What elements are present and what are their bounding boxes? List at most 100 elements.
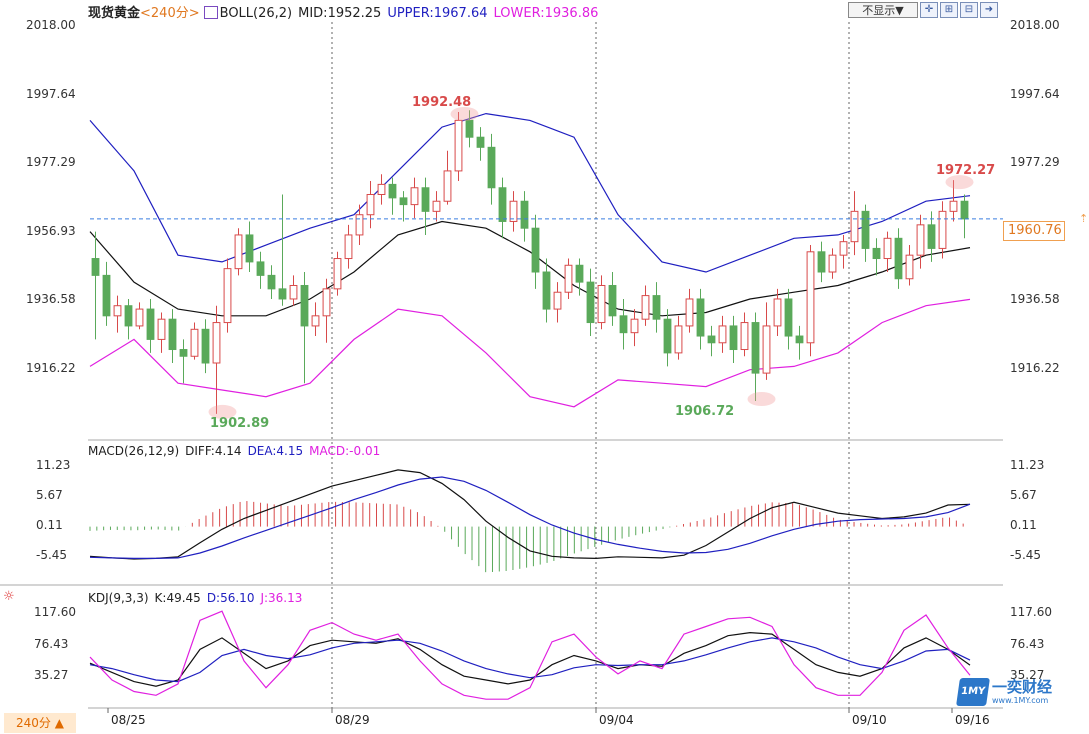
hide-indicator-select[interactable]: 不显示▼ xyxy=(848,2,918,18)
settings-gear-icon[interactable]: ☼ xyxy=(3,589,15,604)
annotation-marker-1 xyxy=(945,175,974,190)
boll-mid-line xyxy=(89,220,971,317)
annotation-marker-3 xyxy=(747,392,776,407)
candle-body xyxy=(553,291,562,310)
candle-body xyxy=(740,322,749,351)
kdj-j: J:36.13 xyxy=(260,591,303,605)
candle-body xyxy=(377,183,386,196)
candle-body xyxy=(531,227,540,273)
candle-body xyxy=(278,288,287,300)
high1-label: 1992.48 xyxy=(412,95,472,110)
macd-dea-line xyxy=(89,476,971,560)
crosshair-icon[interactable]: ✛ xyxy=(920,2,938,18)
watermark-text: 一奕财经 xyxy=(992,678,1053,696)
annotation-marker-0 xyxy=(450,107,479,122)
boll-lower: LOWER:1936.86 xyxy=(493,6,599,21)
candle-body xyxy=(168,318,177,351)
low2-label: 1906.72 xyxy=(675,404,735,419)
candle-body xyxy=(817,251,826,273)
macd-tick-left: 0.11 xyxy=(36,518,63,532)
candle-body xyxy=(905,254,914,280)
annotation-marker-2 xyxy=(208,404,237,419)
macd-tick-left: 5.67 xyxy=(36,488,63,502)
macd-diff: DIFF:4.14 xyxy=(185,444,242,458)
kdj-legend: KDJ(9,3,3) K:49.45 D:56.10 J:36.13 xyxy=(88,591,308,605)
candle-body xyxy=(597,284,606,324)
candle-body xyxy=(91,258,100,276)
candle-body xyxy=(850,210,859,243)
candle-body xyxy=(872,247,881,260)
candle-body xyxy=(443,170,452,202)
candle-body xyxy=(828,254,837,273)
kdj-k-line xyxy=(89,631,971,687)
price-tick-right: 1936.58 xyxy=(1010,292,1060,307)
candle-body xyxy=(454,119,463,172)
macd-name: MACD(26,12,9) xyxy=(88,444,180,458)
candle-body xyxy=(751,322,760,374)
zoom-in-icon[interactable]: ⊞ xyxy=(940,2,958,18)
candle-body xyxy=(773,298,782,327)
price-tick-right: 1997.64 xyxy=(1010,86,1060,101)
price-tick-left: 2018.00 xyxy=(26,18,76,32)
macd-histogram xyxy=(89,501,971,573)
candle-body xyxy=(124,305,133,327)
candlesticks xyxy=(91,110,969,414)
price-tick-right: 2018.00 xyxy=(1010,18,1060,32)
candle-body xyxy=(630,318,639,334)
kdj-d-line xyxy=(89,637,971,683)
candle-body xyxy=(256,261,265,276)
candle-body xyxy=(322,288,331,317)
candle-body xyxy=(487,146,496,189)
chart-toolbar: 不显示▼ ✛ ⊞ ⊟ ➜ xyxy=(848,2,998,18)
macd-tick-right: -5.45 xyxy=(1010,548,1042,562)
candle-body xyxy=(223,268,232,324)
price-tick-left: 1936.58 xyxy=(26,292,76,307)
next-icon[interactable]: ➜ xyxy=(980,2,998,18)
candle-body xyxy=(509,200,518,222)
boll-lower-line xyxy=(89,298,971,408)
candle-body xyxy=(718,325,727,344)
kdj-tick-left: 35.27 xyxy=(34,668,69,682)
x-date-label: 09/04 xyxy=(599,713,634,727)
zoom-out-icon[interactable]: ⊟ xyxy=(960,2,978,18)
candle-body xyxy=(333,258,342,290)
boll-mid: MID:1952.25 xyxy=(298,6,382,21)
candle-body xyxy=(927,224,936,249)
macd-tick-left: 11.23 xyxy=(36,458,71,472)
boll-name: BOLL(26,2) xyxy=(219,6,293,21)
current-price-label: 1960.76 xyxy=(1003,221,1065,241)
x-date-label: 08/29 xyxy=(335,713,370,727)
price-tick-right: 1916.22 xyxy=(1010,361,1060,375)
low1-label: 1902.89 xyxy=(210,416,270,431)
candle-body xyxy=(289,284,298,300)
x-axis-ticks xyxy=(107,708,953,713)
kdj-tick-left: 117.60 xyxy=(34,605,76,619)
instrument-name: 现货黄金 xyxy=(88,6,141,21)
candle-body xyxy=(707,335,716,344)
macd-diff-line xyxy=(89,469,971,560)
candle-body xyxy=(784,298,793,337)
price-tick-left: 1916.22 xyxy=(26,361,76,375)
kdj-name: KDJ(9,3,3) xyxy=(88,591,149,605)
watermark-logo-mark: 1MY xyxy=(956,678,990,706)
candle-body xyxy=(146,308,155,340)
candle-body xyxy=(795,335,804,344)
price-tick-left: 1997.64 xyxy=(26,86,76,101)
kdj-j-line xyxy=(89,610,971,700)
candle-body xyxy=(355,214,364,236)
candle-body xyxy=(190,328,199,357)
price-tick-left: 1977.29 xyxy=(26,155,76,170)
candle-body xyxy=(652,295,661,320)
period-tag[interactable]: <240分> xyxy=(140,6,200,21)
kdj-k: K:49.45 xyxy=(154,591,201,605)
candle-body xyxy=(113,305,122,317)
kdj-tick-left: 76.43 xyxy=(34,636,69,651)
macd-lines xyxy=(89,469,971,560)
macd-tick-left: -5.45 xyxy=(36,548,68,562)
period-select-button[interactable]: 240分 ▲ xyxy=(4,713,76,733)
watermark-logo: 1MY 一奕财经 www.1MY.com xyxy=(956,676,1068,710)
x-date-label: 08/25 xyxy=(111,713,146,727)
candle-body xyxy=(344,234,353,260)
candle-body xyxy=(135,308,144,327)
candle-body xyxy=(883,237,892,260)
